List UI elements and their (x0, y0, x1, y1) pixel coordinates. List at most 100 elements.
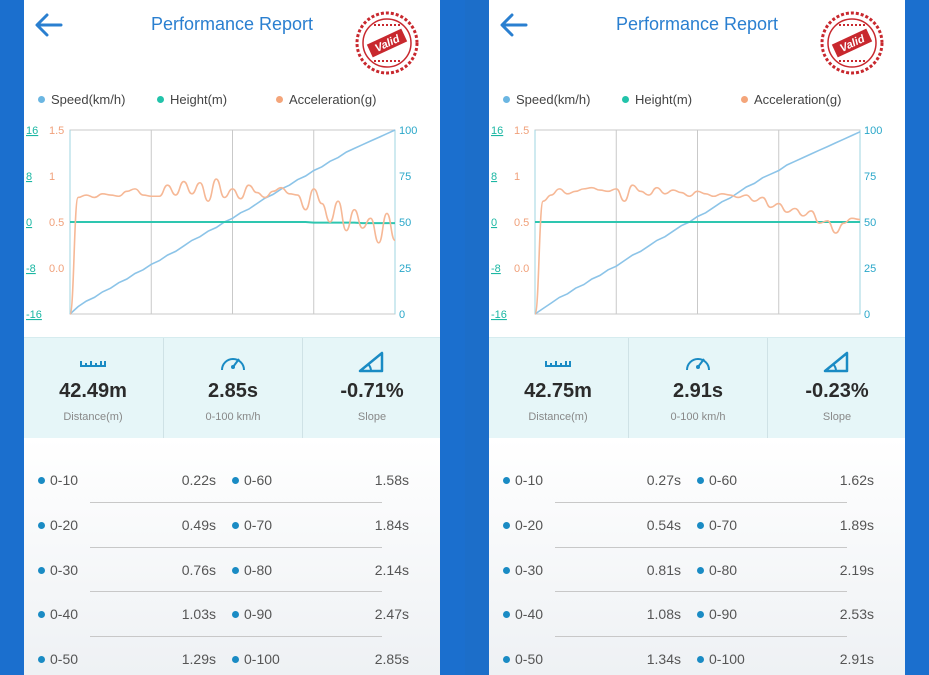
legend-dot (741, 96, 748, 103)
height-axis-tick-label: -16 (491, 309, 507, 321)
bullet-dot (503, 566, 510, 574)
split-label-left: 0-30 (38, 562, 78, 578)
split-time-row: 0-30 0.76s 0-80 2.14s (24, 546, 440, 592)
acceleration-axis-tick-label: 0.5 (49, 217, 64, 229)
split-range: 0-90 (709, 606, 738, 623)
speedometer-icon (221, 358, 245, 371)
speed-axis-tick-label: 25 (399, 263, 411, 275)
stat-slope: -0.71% Slope (302, 338, 440, 438)
split-label-left: 0-20 (503, 517, 543, 533)
split-range: 0-10 (50, 472, 79, 488)
split-label-left: 0-30 (503, 562, 543, 578)
split-time-left: 0.27s (646, 472, 681, 488)
split-label-right: 0-70 (697, 517, 737, 533)
bullet-dot (503, 521, 510, 529)
report-panel-right: Performance Report Valid Speed(km/h) Hei… (489, 0, 905, 675)
side-bar-left (0, 0, 24, 675)
split-label-left: 0-40 (38, 606, 78, 622)
split-label-right: 0-100 (697, 651, 745, 667)
height-axis-tick-label: 8 (26, 171, 32, 183)
stat-slope: -0.23% Slope (767, 338, 905, 438)
split-label-left: 0-50 (503, 651, 543, 667)
split-label-right: 0-80 (697, 562, 737, 578)
split-label-left: 0-50 (38, 651, 78, 667)
split-range: 0-30 (50, 561, 79, 578)
split-time-row: 0-20 0.49s 0-70 1.84s (24, 501, 440, 547)
row-divider (90, 591, 382, 593)
stats-bar: 42.49m Distance(m) 2.85s 0-100 km/h -0.7… (24, 337, 440, 439)
height-axis-tick-label: 0 (491, 217, 497, 229)
acceleration-axis-tick-label: 1.5 (49, 125, 64, 137)
ruler-icon (80, 361, 106, 367)
bullet-dot (232, 611, 239, 619)
slope-icon (823, 351, 849, 373)
legend-item-acceleration: Acceleration(g) (276, 92, 376, 107)
bullet-dot (232, 566, 239, 574)
acceleration-axis-tick-label: 0.5 (514, 217, 529, 229)
split-time-right: 1.89s (839, 516, 874, 533)
speed-axis-tick-label: 25 (864, 263, 876, 275)
side-bar-right (905, 0, 929, 675)
split-time-right: 1.58s (374, 472, 409, 488)
stat-value: 2.85s (207, 380, 259, 402)
split-range: 0-80 (709, 561, 738, 578)
stat-value: 42.75m (524, 380, 592, 402)
height-line (70, 221, 395, 225)
split-time-right: 2.85s (374, 651, 409, 668)
split-range: 0-20 (515, 516, 544, 533)
legend-label: Acceleration(g) (289, 92, 377, 107)
split-time-left: 1.08s (646, 606, 681, 623)
split-time-right: 2.19s (839, 561, 874, 578)
split-label-right: 0-100 (232, 651, 280, 667)
split-label-right: 0-90 (697, 606, 737, 622)
split-time-row: 0-40 1.03s 0-90 2.47s (24, 591, 440, 636)
stat-value: 2.91s (672, 380, 724, 402)
legend-label: Speed(km/h) (51, 92, 126, 107)
split-time-row: 0-10 0.27s 0-60 1.62s (489, 458, 905, 502)
split-time-right: 2.53s (839, 606, 874, 623)
legend-dot (38, 96, 45, 103)
header-bar: Performance Report Valid (24, 0, 440, 75)
page-title: Performance Report (615, 14, 779, 34)
speed-axis-tick-label: 0 (399, 309, 405, 321)
split-range: 0-70 (244, 516, 273, 533)
bullet-dot (503, 611, 510, 619)
row-divider (555, 591, 847, 593)
split-range: 0-60 (244, 472, 273, 488)
split-label-left: 0-20 (38, 517, 78, 533)
stat-value: -0.23% (805, 380, 869, 402)
bullet-dot (503, 656, 510, 664)
bullet-dot (697, 477, 704, 484)
split-label-left: 0-10 (38, 472, 78, 488)
split-label-right: 0-80 (232, 562, 272, 578)
acceleration-line (69, 178, 396, 315)
row-divider (90, 501, 382, 503)
stat-label: Slope (822, 411, 852, 423)
legend-dot (503, 96, 510, 103)
height-axis-tick-label: -8 (491, 263, 501, 275)
split-time-left: 0.49s (181, 516, 216, 533)
speed-axis-tick-label: 50 (864, 217, 876, 229)
bullet-dot (38, 477, 45, 484)
acceleration-axis-tick-label: 0.0 (49, 263, 64, 275)
bullet-dot (232, 477, 239, 484)
legend-item-height: Height(m) (157, 92, 227, 107)
speed-axis-tick-label: 50 (399, 217, 411, 229)
stat-value: -0.71% (340, 380, 404, 402)
arrow-left-icon[interactable] (499, 12, 529, 38)
bullet-dot (697, 521, 704, 529)
bullet-dot (697, 656, 704, 664)
split-range: 0-100 (709, 651, 745, 668)
legend-item-speed: Speed(km/h) (38, 92, 125, 107)
split-time-left: 1.34s (646, 651, 681, 668)
stat-label: 0-100 km/h (670, 411, 726, 423)
bullet-dot (232, 521, 239, 529)
height-axis-tick-label: 0 (26, 217, 32, 229)
stamp-text: Valid (373, 33, 402, 55)
split-time-row: 0-20 0.54s 0-70 1.89s (489, 501, 905, 547)
speed-axis-tick-label: 0 (864, 309, 870, 321)
ruler-icon (545, 361, 571, 367)
arrow-left-icon[interactable] (34, 12, 64, 38)
split-label-right: 0-90 (232, 606, 272, 622)
split-range: 0-80 (244, 561, 273, 578)
